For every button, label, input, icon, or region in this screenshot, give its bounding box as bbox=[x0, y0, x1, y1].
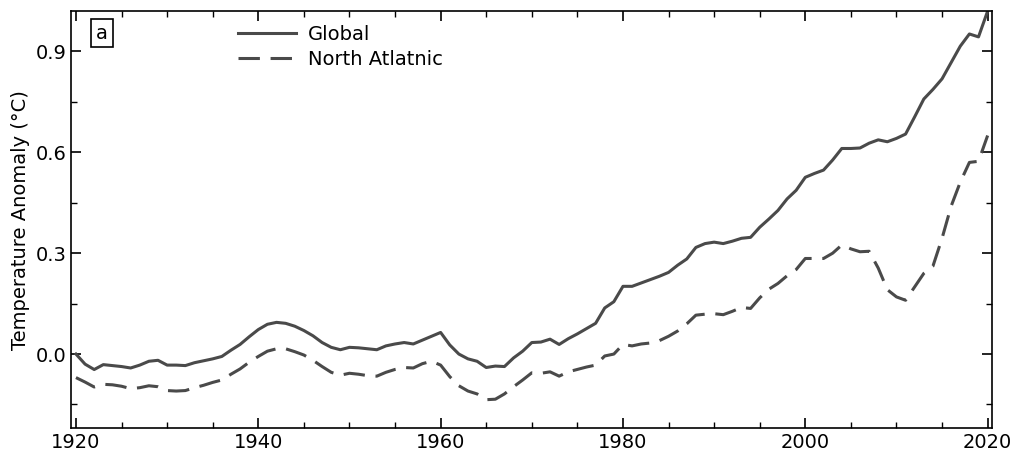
North Atlatnic bbox=[499, 391, 511, 397]
Global bbox=[70, 351, 82, 357]
Global bbox=[626, 283, 638, 289]
Text: a: a bbox=[96, 24, 109, 43]
Global bbox=[717, 241, 729, 246]
North Atlatnic bbox=[70, 375, 82, 381]
Legend: Global, North Atlatnic: Global, North Atlatnic bbox=[238, 25, 442, 69]
Line: Global: Global bbox=[76, 11, 987, 369]
North Atlatnic bbox=[981, 133, 993, 138]
Global bbox=[499, 364, 511, 369]
North Atlatnic bbox=[298, 352, 310, 358]
Global bbox=[763, 216, 775, 222]
North Atlatnic bbox=[134, 385, 146, 390]
Global bbox=[88, 367, 100, 372]
North Atlatnic bbox=[763, 287, 775, 292]
Global bbox=[142, 358, 155, 364]
North Atlatnic bbox=[626, 343, 638, 349]
Line: North Atlatnic: North Atlatnic bbox=[76, 136, 987, 400]
North Atlatnic bbox=[480, 397, 493, 402]
North Atlatnic bbox=[717, 312, 729, 318]
Global bbox=[981, 8, 993, 14]
Y-axis label: Temperature Anomaly (°C): Temperature Anomaly (°C) bbox=[11, 90, 30, 350]
Global bbox=[307, 333, 319, 338]
